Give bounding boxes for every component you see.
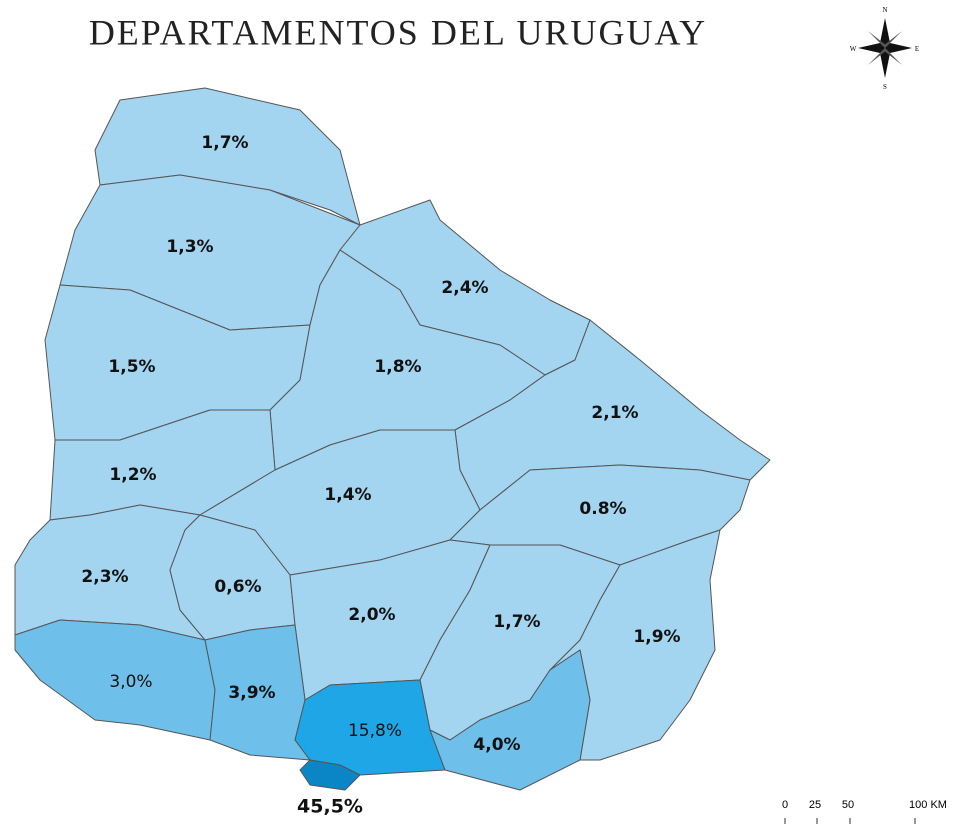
compass-needle	[868, 31, 887, 48]
scale-label: 100 KM	[909, 799, 947, 811]
map-title: DEPARTAMENTOS DEL URUGUAY	[89, 12, 707, 52]
department	[549, 529, 721, 761]
compass-needle	[883, 31, 902, 48]
region-label: 2,3%	[81, 567, 128, 587]
compass-needle	[885, 43, 912, 53]
region-label: 1,5%	[108, 357, 155, 377]
region-label: 1,7%	[201, 133, 248, 153]
departments	[14, 87, 771, 791]
region-label: 1,7%	[493, 612, 540, 632]
scale-label: 0	[782, 799, 788, 811]
region-label: 2,0%	[348, 605, 395, 625]
department	[94, 87, 361, 226]
compass: N S E W	[850, 6, 919, 91]
department	[294, 679, 446, 776]
region-labels: 1,7% 1,3% 2,4% 1,5% 1,8% 2,1% 1,2% 1,4% …	[81, 133, 680, 818]
region-label: 2,1%	[591, 403, 638, 423]
scale-label: 25	[809, 799, 821, 811]
compass-letter: N	[882, 6, 887, 14]
compass-needle	[858, 43, 885, 53]
scale-label: 50	[842, 799, 854, 811]
region-label: 1,2%	[109, 465, 156, 485]
region-label: 0,6%	[214, 577, 261, 597]
region-label: 3,0%	[109, 672, 152, 692]
region-label: 1,4%	[324, 485, 371, 505]
region-label: 1,3%	[166, 237, 213, 257]
compass-letter: S	[883, 83, 887, 91]
compass-needle	[880, 18, 890, 48]
compass-letter: E	[915, 45, 919, 53]
department	[429, 649, 591, 791]
compass-letter: W	[850, 45, 857, 53]
scale-bar: 0 25 50 100 KM	[782, 799, 947, 824]
region-label: 1,8%	[374, 357, 421, 377]
region-label: 0.8%	[579, 499, 626, 519]
region-label: 3,9%	[228, 683, 275, 703]
department	[299, 759, 361, 791]
region-label: 15,8%	[348, 721, 402, 741]
compass-needle	[868, 48, 887, 65]
compass-needle	[880, 48, 890, 78]
region-label: 1,9%	[633, 627, 680, 647]
region-label: 2,4%	[441, 278, 488, 298]
compass-needle	[883, 48, 902, 65]
region-label: 4,0%	[473, 735, 520, 755]
region-label: 45,5%	[297, 796, 363, 818]
